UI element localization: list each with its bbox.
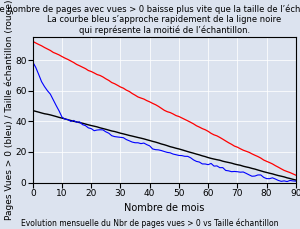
X-axis label: Nombre de mois: Nombre de mois [124,203,205,213]
Text: Evolution mensuelle du Nbr de pages vues > 0 vs Taille échantillon: Evolution mensuelle du Nbr de pages vues… [21,218,279,228]
Title: Le nombre de pages avec vues > 0 baisse plus vite que la taille de l’échantillon: Le nombre de pages avec vues > 0 baisse … [0,4,300,35]
Y-axis label: Pages Vues > 0 (bleu) / Taille échantillon (rouge): Pages Vues > 0 (bleu) / Taille échantill… [4,0,14,220]
